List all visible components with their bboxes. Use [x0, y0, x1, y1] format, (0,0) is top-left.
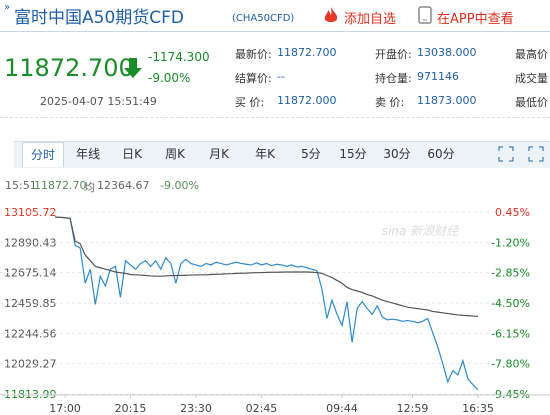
tab[interactable]: 年K [255, 147, 275, 161]
y2-tick-label: -4.50% [491, 297, 530, 310]
down-arrow [124, 58, 142, 78]
field-value: 13038.000 [417, 46, 477, 59]
info-avg: 12364.67 [97, 179, 150, 192]
y2-tick-label: -2.85% [491, 267, 530, 280]
tab[interactable]: 年线 [75, 147, 100, 161]
field-label: 最高价 [515, 48, 548, 61]
open-app[interactable]: 在APP中查看 [437, 12, 514, 27]
y-tick-label: 12675.14 [4, 267, 57, 280]
divider [0, 31, 550, 32]
x-tick-label: 02:45 [246, 402, 278, 415]
field-label: 卖 价: [375, 96, 405, 109]
change: -1174.300 [148, 50, 210, 64]
tab[interactable]: 分时 [22, 142, 64, 167]
change-pct: -9.00% [148, 71, 191, 85]
field-label: 最低价 [515, 96, 548, 109]
field-value: -- [277, 70, 285, 83]
field-label: 持仓量: [375, 72, 412, 85]
field-label: 买 价: [235, 96, 265, 109]
price: 11872.700 [4, 54, 134, 82]
tool-icons[interactable] [498, 146, 548, 162]
y2-tick-label: -6.15% [491, 327, 530, 340]
field-value: 11872.700 [277, 46, 337, 59]
add-watchlist[interactable]: 添加自选 [344, 12, 397, 27]
y-tick-label: 12890.43 [4, 236, 57, 249]
field-label: 最新价: [235, 48, 272, 61]
y-tick-label: 12244.56 [4, 327, 57, 340]
x-tick-label: 12:59 [397, 402, 429, 415]
info-avg-label: 均 [84, 181, 95, 194]
tab[interactable]: 周K [165, 147, 185, 161]
watermark: sina 新浪财经 [382, 224, 460, 238]
average-line [54, 216, 479, 317]
field-label: 成交量 [515, 72, 548, 85]
field-label: 结算价: [235, 72, 272, 85]
y2-tick-label: 0.45% [495, 206, 530, 219]
y2-tick-label: -7.80% [491, 358, 530, 371]
chart: sina 新浪财经 11813.9912029.2712244.5612459.… [0, 206, 550, 415]
y2-tick-label: -1.20% [491, 236, 530, 249]
bullet: » [4, 2, 11, 13]
tab[interactable]: 5分 [301, 147, 321, 161]
info-price: 11872.70 [34, 179, 87, 192]
field-value: 971146 [417, 70, 459, 83]
tab[interactable]: 15分 [339, 147, 367, 161]
phone-icon [418, 6, 432, 24]
tab[interactable]: 日K [122, 147, 142, 161]
quote-time: 2025-04-07 15:51:49 [40, 95, 157, 108]
info-time: 15:51 [5, 179, 37, 192]
x-tick-label: 23:30 [180, 402, 212, 415]
tab[interactable]: 月K [209, 147, 229, 161]
field-value: 11873.000 [417, 94, 477, 107]
field-value: 11872.000 [277, 94, 337, 107]
price-line [54, 216, 479, 391]
divider [0, 117, 550, 118]
code: (CHA50CFD) [232, 13, 295, 24]
x-tick-label: 09:44 [326, 402, 358, 415]
tab[interactable]: 30分 [383, 147, 411, 161]
flame-icon [324, 7, 338, 22]
tab-bar [14, 141, 550, 168]
x-tick-label: 17:00 [49, 402, 81, 415]
x-tick-label: 16:35 [462, 402, 494, 415]
x-tick-label: 20:15 [115, 402, 147, 415]
title: 富时中国A50期货CFD [14, 8, 184, 28]
field-label: 开盘价: [375, 48, 412, 61]
info-change: -9.00% [160, 179, 199, 192]
tab[interactable]: 60分 [427, 147, 455, 161]
